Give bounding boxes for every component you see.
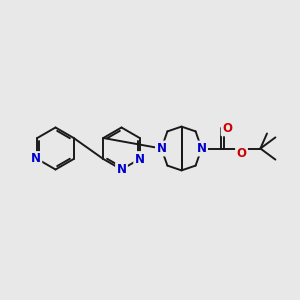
Text: O: O bbox=[222, 122, 232, 135]
Text: N: N bbox=[31, 152, 41, 166]
Text: N: N bbox=[116, 163, 127, 176]
Text: N: N bbox=[135, 152, 145, 166]
Text: O: O bbox=[236, 147, 247, 161]
Text: N: N bbox=[196, 142, 207, 155]
Text: N: N bbox=[156, 142, 167, 155]
